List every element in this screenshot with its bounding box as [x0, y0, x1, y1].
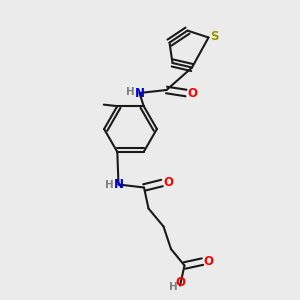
Text: O: O [203, 255, 214, 268]
Text: O: O [187, 86, 197, 100]
Text: H: H [105, 179, 114, 190]
Text: N: N [113, 178, 124, 191]
Text: S: S [210, 29, 218, 43]
Text: O: O [163, 176, 173, 190]
Text: N: N [134, 86, 145, 100]
Text: O: O [175, 275, 185, 289]
Text: H: H [126, 86, 135, 97]
Text: H: H [169, 282, 178, 292]
